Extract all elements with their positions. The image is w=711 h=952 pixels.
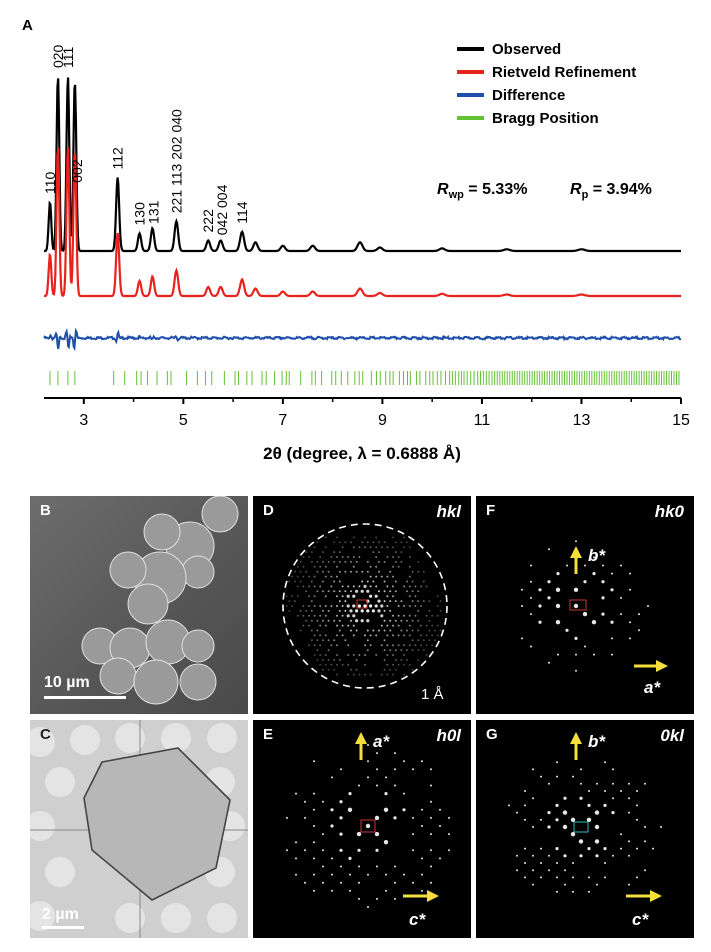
- scale-bar-c: [42, 926, 84, 929]
- diffraction-hkl-image: [282, 523, 448, 689]
- panel-tag-e: h0l: [436, 726, 461, 745]
- x-tick-label: 5: [179, 412, 188, 429]
- panel-tag-g: 0kl: [660, 726, 684, 745]
- observed-series: [44, 77, 681, 253]
- diffraction-hk0-image: [521, 540, 668, 672]
- peak-label: 020: [50, 44, 66, 68]
- peak-label: 114: [234, 201, 250, 224]
- crystal-cluster-image: [81, 496, 239, 705]
- peak-label: 002: [69, 159, 85, 183]
- peak-label: 131: [145, 200, 161, 224]
- diffraction-h0l-image: [286, 732, 450, 908]
- legend-entry: Rietveld Refinement: [492, 64, 636, 81]
- x-tick-label: 15: [672, 412, 690, 429]
- legend-entry: Observed: [492, 41, 561, 58]
- scale-bar-b: [44, 696, 126, 699]
- panel-label-f: F: [486, 502, 496, 519]
- axis-right-label-f: a*: [644, 678, 661, 697]
- arrow-right-icon: [626, 890, 662, 902]
- legend-entry: Difference: [492, 87, 565, 104]
- x-tick-label: 11: [474, 412, 491, 429]
- peak-label: 221 113 202 040: [168, 109, 184, 213]
- x-tick-label: 9: [378, 412, 387, 429]
- peak-label: 111: [60, 47, 76, 68]
- diffraction-0kl-image: [508, 732, 662, 902]
- scale-label-b: 10 µm: [44, 674, 90, 691]
- peak-label: 110: [42, 171, 58, 194]
- axis-right-label-g: c*: [632, 910, 649, 929]
- panel-g-0kl: G 0kl b* c*: [476, 720, 694, 938]
- panel-tag-d: hkl: [436, 502, 461, 521]
- peak-label: 042 004: [214, 184, 230, 235]
- panel-d-hkl: D hkl 1 Å: [253, 496, 471, 714]
- axis-up-label-g: b*: [588, 732, 605, 751]
- rwp-stat: Rwp = 5.33%: [437, 181, 527, 201]
- peak-label: 130: [132, 202, 148, 226]
- x-axis-label: 2θ (degree, λ = 0.6888 Å): [263, 444, 461, 463]
- peak-label: 112: [110, 147, 126, 170]
- panel-label-g: G: [486, 726, 498, 743]
- panel-label-b: B: [40, 502, 51, 519]
- difference-series: [43, 327, 682, 352]
- rp-stat: Rp = 3.94%: [570, 181, 652, 201]
- axis-up-label-e: a*: [373, 732, 390, 751]
- axis-right-label-e: c*: [409, 910, 426, 929]
- arrow-right-icon: [403, 890, 439, 902]
- x-tick-label: 3: [79, 412, 88, 429]
- legend-entry: Bragg Position: [492, 110, 599, 127]
- panel-tag-f: hk0: [654, 502, 684, 521]
- x-tick-label: 7: [278, 412, 287, 429]
- x-tick-label: 13: [573, 412, 591, 429]
- axis-up-label-f: b*: [588, 546, 605, 565]
- arrow-up-icon: [355, 732, 367, 760]
- panel-label-a: A: [22, 17, 33, 34]
- panel-e-h0l: E h0l a* c*: [253, 720, 471, 938]
- scale-label-c: 2 µm: [42, 906, 79, 923]
- panel-label-e: E: [263, 726, 274, 743]
- panel-b-sem: B 10 µm: [30, 496, 248, 714]
- peak-label: 222: [200, 209, 216, 233]
- resolution-label-d: 1 Å: [421, 686, 444, 703]
- panel-c-tem: C 2 µm: [30, 720, 248, 938]
- arrow-right-icon: [634, 660, 668, 672]
- crystal-grid-image: [30, 720, 248, 938]
- legend: Observed Rietveld Refinement Difference Bra…: [457, 41, 636, 127]
- arrow-up-icon: [570, 546, 582, 574]
- panel-f-hk0: F hk0 b* a*: [476, 496, 694, 714]
- panel-label-d: D: [263, 502, 274, 519]
- panel-label-c: C: [40, 726, 51, 743]
- arrow-up-icon: [570, 732, 582, 760]
- rietveld-series: [44, 147, 681, 298]
